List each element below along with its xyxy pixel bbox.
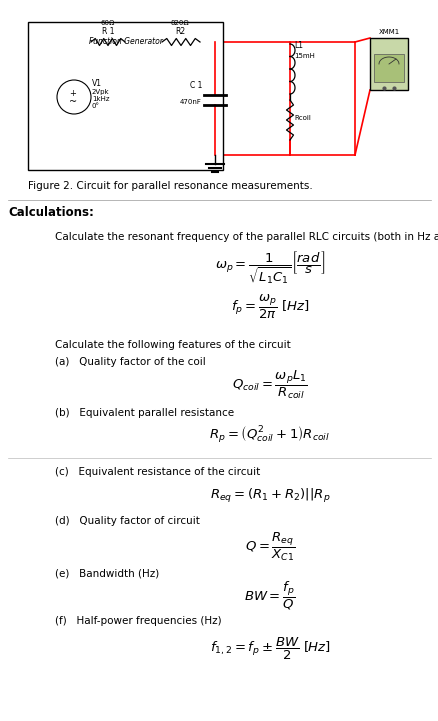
Text: $R_{eq} = (R_1 + R_2)||R_p$: $R_{eq} = (R_1 + R_2)||R_p$ <box>209 487 329 505</box>
Text: 2Vpk: 2Vpk <box>92 89 110 95</box>
Text: V1: V1 <box>92 79 102 89</box>
Text: 820Ω: 820Ω <box>170 20 189 26</box>
Text: R 1: R 1 <box>102 27 114 37</box>
Text: $Q_{coil} = \dfrac{\omega_p L_1}{R_{coil}}$: $Q_{coil} = \dfrac{\omega_p L_1}{R_{coil… <box>232 368 307 401</box>
Text: (a)   Quality factor of the coil: (a) Quality factor of the coil <box>55 357 205 367</box>
Text: $f_p = \dfrac{\omega_p}{2\pi}\ [Hz]$: $f_p = \dfrac{\omega_p}{2\pi}\ [Hz]$ <box>230 293 308 321</box>
Bar <box>28 22 223 170</box>
Text: 15mH: 15mH <box>293 53 314 59</box>
Text: 60Ω: 60Ω <box>101 20 115 26</box>
Text: Calculations:: Calculations: <box>8 206 94 219</box>
Text: +: + <box>69 89 76 99</box>
Text: (b)   Equivalent parallel resistance: (b) Equivalent parallel resistance <box>55 408 233 418</box>
Text: $R_p = \left(Q^2_{coil} + 1\right)R_{coil}$: $R_p = \left(Q^2_{coil} + 1\right)R_{coi… <box>209 425 330 446</box>
Text: Figure 2. Circuit for parallel resonance measurements.: Figure 2. Circuit for parallel resonance… <box>28 181 312 191</box>
Text: ~: ~ <box>69 97 77 107</box>
Text: 470nF: 470nF <box>180 99 201 105</box>
Text: 1kHz: 1kHz <box>92 96 109 102</box>
Text: (c)   Equivalent resistance of the circuit: (c) Equivalent resistance of the circuit <box>55 467 260 477</box>
Text: XMM1: XMM1 <box>378 29 399 35</box>
Text: $\omega_p = \dfrac{1}{\sqrt{L_1 C_1}}\left[\dfrac{rad}{s}\right]$: $\omega_p = \dfrac{1}{\sqrt{L_1 C_1}}\le… <box>214 249 325 286</box>
Text: (f)   Half-power frequencies (Hz): (f) Half-power frequencies (Hz) <box>55 616 221 626</box>
Text: C 1: C 1 <box>189 81 201 91</box>
Text: R2: R2 <box>174 27 185 37</box>
Bar <box>369 38 407 90</box>
Text: $Q = \dfrac{R_{eq}}{X_{C1}}$: $Q = \dfrac{R_{eq}}{X_{C1}}$ <box>244 531 295 563</box>
Text: 0°: 0° <box>92 103 100 109</box>
Text: $BW = \dfrac{f_p}{Q}$: $BW = \dfrac{f_p}{Q}$ <box>244 580 295 612</box>
Text: Rcoil: Rcoil <box>293 115 310 121</box>
Text: Function Generator: Function Generator <box>88 37 162 46</box>
Bar <box>373 54 403 82</box>
Text: Calculate the following features of the circuit: Calculate the following features of the … <box>55 340 290 350</box>
Text: $f_{1,2} = f_p \pm \dfrac{BW}{2}\ [Hz]$: $f_{1,2} = f_p \pm \dfrac{BW}{2}\ [Hz]$ <box>209 636 330 662</box>
Text: (d)   Quality factor of circuit: (d) Quality factor of circuit <box>55 516 199 526</box>
Text: Calculate the resonant frequency of the parallel RLC circuits (both in Hz and ra: Calculate the resonant frequency of the … <box>55 232 438 242</box>
Text: (e)   Bandwidth (Hz): (e) Bandwidth (Hz) <box>55 568 159 578</box>
Text: L1: L1 <box>293 42 302 50</box>
